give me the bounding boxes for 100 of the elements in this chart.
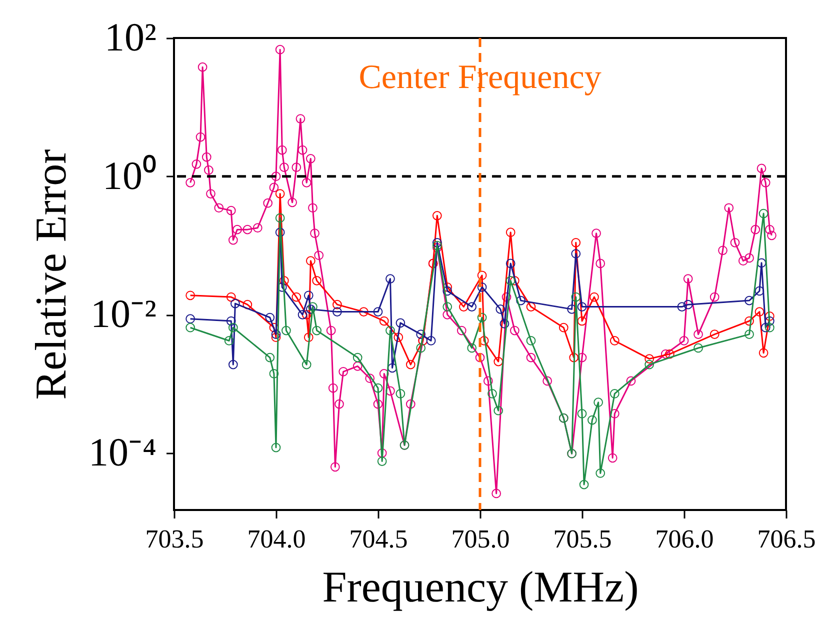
point xyxy=(710,330,720,339)
point xyxy=(488,389,497,398)
point xyxy=(477,312,487,322)
point xyxy=(359,307,368,316)
y-tick-label: 10⁻² xyxy=(90,291,156,336)
point xyxy=(186,322,196,332)
point xyxy=(275,228,285,238)
x-tick-label: 706.0 xyxy=(655,524,714,554)
point xyxy=(506,258,516,268)
point xyxy=(306,304,316,314)
point xyxy=(754,307,764,316)
x-axis-title: Frequency (MHz) xyxy=(322,562,639,612)
point xyxy=(432,240,442,250)
x-tick-label: 704.5 xyxy=(349,524,408,554)
point xyxy=(458,302,468,312)
point xyxy=(596,468,606,478)
point xyxy=(577,409,587,418)
point xyxy=(754,286,764,296)
point xyxy=(744,316,754,326)
point xyxy=(302,310,312,320)
point xyxy=(644,354,654,364)
point xyxy=(304,290,314,300)
point xyxy=(377,456,387,466)
point xyxy=(265,352,275,362)
point xyxy=(494,356,504,366)
point xyxy=(764,316,774,326)
point xyxy=(228,360,238,370)
point xyxy=(683,300,693,310)
point xyxy=(373,307,383,316)
point xyxy=(579,480,589,490)
point xyxy=(406,360,416,370)
x-tick-label: 706.5 xyxy=(757,524,816,554)
point xyxy=(269,322,279,332)
point xyxy=(744,296,754,306)
point xyxy=(694,343,703,353)
point xyxy=(506,276,516,286)
point xyxy=(282,326,291,336)
point xyxy=(571,238,581,248)
point xyxy=(426,336,436,346)
point xyxy=(590,292,599,302)
point xyxy=(764,322,774,332)
point xyxy=(467,343,477,353)
point xyxy=(332,307,342,316)
point xyxy=(304,332,314,342)
point xyxy=(416,343,426,353)
point xyxy=(477,282,487,292)
point xyxy=(558,322,568,332)
point xyxy=(312,276,322,286)
point xyxy=(756,258,766,268)
point xyxy=(506,228,516,238)
point xyxy=(526,302,536,312)
point xyxy=(386,274,395,284)
point xyxy=(265,312,275,322)
point xyxy=(594,398,604,408)
point xyxy=(271,442,281,452)
point xyxy=(432,210,442,220)
point xyxy=(442,282,452,292)
point xyxy=(228,322,238,332)
point xyxy=(758,348,768,358)
point xyxy=(275,213,285,223)
point xyxy=(230,298,240,308)
point xyxy=(226,292,236,302)
point xyxy=(571,292,581,302)
y-tick-label: 10⁰ xyxy=(102,152,156,198)
point xyxy=(332,300,342,310)
point xyxy=(577,302,587,312)
y-tick-label: 10² xyxy=(104,14,156,60)
point xyxy=(744,330,754,339)
y-tick-label: 10⁻⁴ xyxy=(88,430,156,475)
point xyxy=(610,389,620,398)
x-tick-label: 704.0 xyxy=(247,524,306,554)
y-axis-title: Relative Error xyxy=(26,148,76,400)
point xyxy=(500,319,510,328)
point xyxy=(271,330,281,339)
point xyxy=(186,290,196,300)
point xyxy=(477,270,487,280)
point xyxy=(226,316,236,326)
point xyxy=(292,292,302,302)
point xyxy=(298,310,308,320)
point xyxy=(644,360,654,370)
point xyxy=(394,332,404,342)
point xyxy=(760,322,770,332)
point xyxy=(494,406,504,416)
point xyxy=(306,256,316,266)
point xyxy=(186,314,196,324)
point xyxy=(373,383,383,393)
x-tick-label: 705.0 xyxy=(451,524,510,554)
point xyxy=(269,369,279,378)
point xyxy=(677,302,687,312)
ref-line-label: Center Frequency xyxy=(358,59,602,96)
point xyxy=(665,349,674,359)
point xyxy=(242,300,252,310)
point xyxy=(442,286,452,296)
point xyxy=(516,296,526,306)
point xyxy=(588,415,597,425)
point xyxy=(379,316,389,326)
point xyxy=(442,302,452,312)
point xyxy=(312,326,322,336)
point xyxy=(302,360,312,370)
x-tick-label: 703.5 xyxy=(145,524,204,554)
